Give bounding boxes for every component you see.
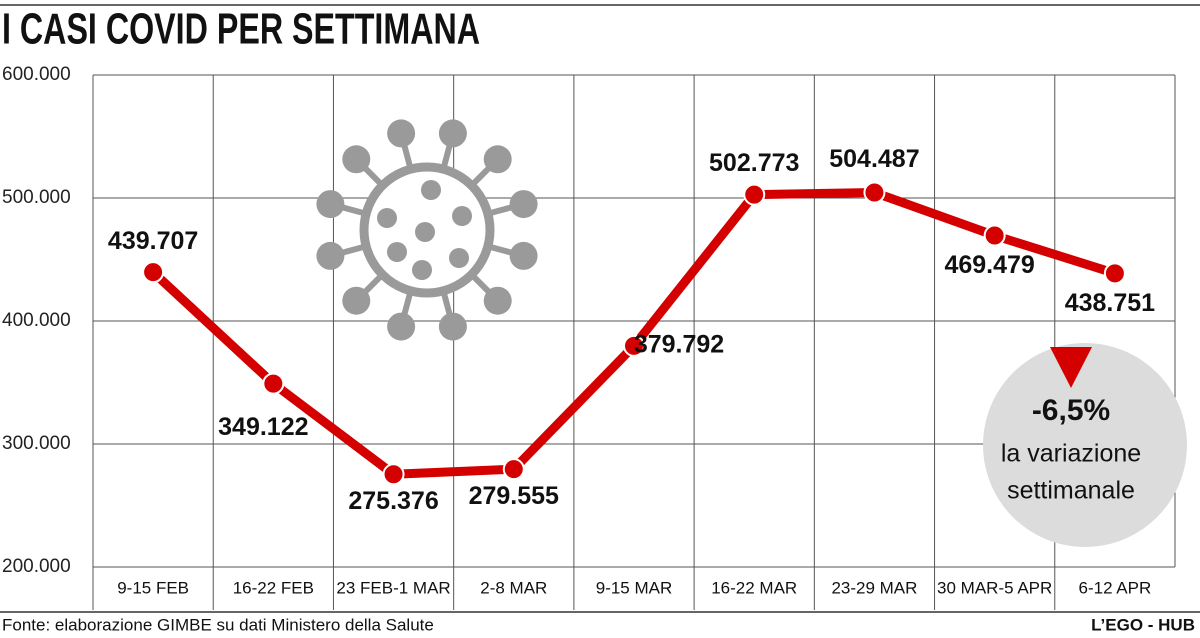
data-label: 438.751 [1065,289,1155,317]
virus-knob [509,190,538,219]
data-label: 349.122 [218,413,308,441]
plot: 439.707 349.122 275.376 279.555 379.792 502.7… [108,145,1155,515]
data-point [983,224,1006,247]
x-tick-label: 23-29 MAR [831,578,917,597]
data-point [743,183,766,206]
virus-dot [387,242,407,262]
virus-knob [438,312,467,341]
virus-dot [421,180,441,200]
virus-dot [377,208,397,228]
annotation-value: -6,5% [1032,394,1110,427]
annotation-text: la variazione [1001,440,1141,468]
x-tick-label: 9-15 MAR [596,578,673,597]
annotation-text: settimanale [1007,477,1135,505]
x-tick-label: 6-12 APR [1079,578,1152,597]
virus-dot [412,260,432,280]
data-label: 275.376 [348,487,438,515]
virus-knob [342,145,371,174]
x-tick-label: 30 MAR-5 APR [937,578,1052,597]
data-point [1103,262,1126,285]
data-point [142,261,165,284]
chart-title: I CASI COVID PER SETTIMANA [2,5,480,54]
data-label: 469.479 [944,251,1034,279]
virus-knob [483,145,512,174]
y-tick-label: 500.000 [2,187,71,208]
annotation: -6,5% la variazione settimanale [983,343,1187,547]
grid: 200.000 300.000 400.000 500.000 600.000 9-15 … [2,64,1176,610]
data-point [382,463,405,486]
virus-dot [452,206,472,226]
virus-knob [509,241,538,270]
virus-dot [449,248,469,268]
credit: L’EGO - HUB [1091,615,1195,634]
virus-dot [415,222,435,242]
y-tick-label: 400.000 [2,310,71,331]
data-label: 279.555 [469,482,559,510]
data-point [502,458,525,481]
data-point [863,181,886,204]
data-label: 502.773 [709,149,799,177]
x-tick-label: 16-22 MAR [711,578,797,597]
y-tick-label: 300.000 [2,433,71,454]
data-point [262,372,285,395]
data-point [623,334,645,357]
data-label: 439.707 [108,227,198,255]
y-tick-label: 200.000 [2,556,71,577]
data-label: 504.487 [829,145,919,173]
virus-knob [316,190,345,219]
source: Fonte: elaborazione GIMBE su dati Minist… [2,615,434,634]
down-arrow [1050,347,1092,388]
virus-knob [316,241,345,270]
virus-knob [342,286,371,315]
data-label: 379.792 [634,330,724,358]
virus-knob [483,286,512,315]
virus-knob [387,119,416,148]
annotation-circle [983,343,1187,547]
x-tick-label: 16-22 FEB [233,578,314,597]
virus-knob [438,119,467,148]
y-tick-label: 600.000 [2,64,71,85]
virus-knob [387,312,416,341]
x-tick-label: 9-15 FEB [117,578,189,597]
virus-icon [316,119,538,341]
x-tick-label: 2-8 MAR [480,578,547,597]
x-tick-label: 23 FEB-1 MAR [336,578,450,597]
